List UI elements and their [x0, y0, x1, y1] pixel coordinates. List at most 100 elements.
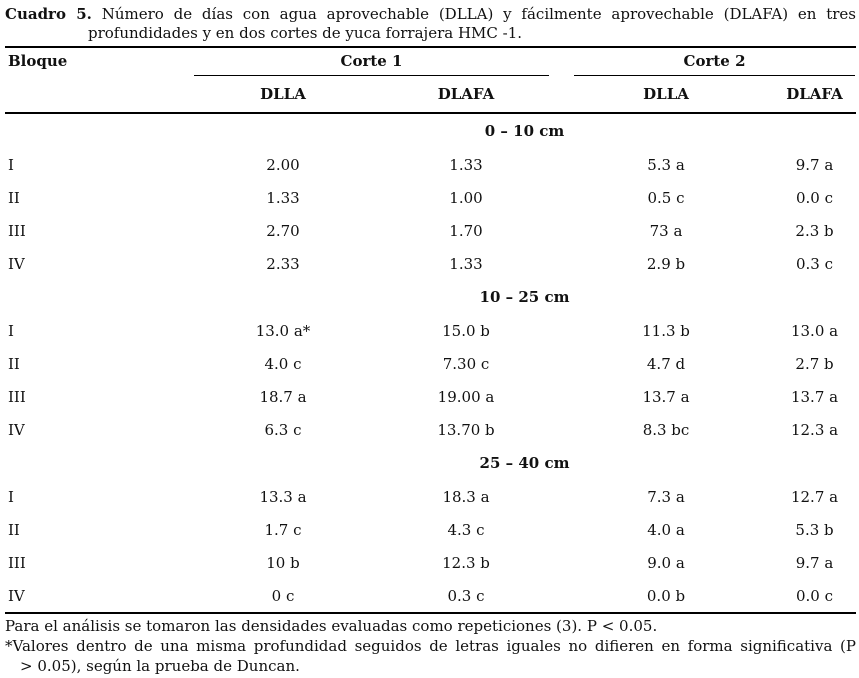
cell-c2-dlla: 73 a: [649, 221, 683, 240]
group-header-row: Bloque Corte 1 Corte 2: [5, 48, 856, 77]
caption-text: Número de días con agua aprovechable (DL…: [101, 5, 856, 23]
subheader-c2-dlafa: DLAFA: [773, 77, 857, 114]
cell-c2-dlafa: 2.3 b: [795, 221, 834, 240]
table-row: III 10 b 12.3 b 9.0 a 9.7 a: [5, 546, 856, 579]
cell-c1-dlla: 10 b: [266, 553, 300, 572]
table-row: III 2.70 1.70 73 a 2.3 b: [5, 214, 856, 247]
cell-c2-dlla: 4.7 d: [646, 354, 686, 373]
cell-c2-dlla: 5.3 a: [647, 155, 685, 174]
subheader-c1-dlafa: DLAFA: [373, 77, 560, 114]
cell-bloque: I: [8, 321, 14, 340]
depth-section-row: 10 – 25 cm: [5, 280, 856, 314]
cell-c2-dlla: 0.0 b: [646, 586, 686, 605]
cell-c2-dlafa: 12.7 a: [790, 487, 839, 506]
cell-c1-dlafa: 18.3 a: [442, 487, 490, 506]
cell-c2-dlafa: 12.3 a: [790, 420, 839, 439]
cell-c2-dlla: 0.5 c: [647, 188, 685, 207]
cell-c2-dlla: 7.3 a: [647, 487, 685, 506]
cell-c1-dlla: 13.3 a: [259, 487, 307, 506]
depth-section-header: 0 – 10 cm: [484, 122, 565, 140]
cell-c2-dlafa: 9.7 a: [795, 155, 834, 174]
caption-line-2: profundidades y en dos cortes de yuca fo…: [88, 24, 523, 42]
footnote-duncan-line-2: > 0.05), según la prueba de Duncan.: [20, 657, 300, 675]
cell-c2-dlla: 11.3 b: [642, 321, 690, 340]
cell-bloque: I: [8, 155, 14, 174]
table-row: II 4.0 c 7.30 c 4.7 d 2.7 b: [5, 347, 856, 380]
corte-1-group-header: Corte 1: [193, 48, 559, 77]
cell-c2-dlafa: 0.3 c: [796, 254, 834, 273]
caption-label: Cuadro 5.: [5, 5, 92, 23]
cell-c2-dlla: 13.7 a: [642, 387, 690, 406]
cell-c1-dlafa: 0.3 c: [447, 586, 485, 605]
cell-c1-dlafa: 1.70: [449, 221, 483, 240]
cell-bloque: IV: [8, 254, 25, 273]
subheader-row: DLLA DLAFA DLLA DLAFA: [5, 77, 857, 114]
cell-bloque: II: [8, 188, 20, 207]
footnote-analysis: Para el análisis se tomaron las densidad…: [5, 617, 658, 635]
cell-c1-dlafa: 1.33: [449, 254, 483, 273]
table-row: I 2.00 1.33 5.3 a 9.7 a: [5, 148, 856, 181]
corte-2-group-header: Corte 2: [559, 48, 856, 77]
cell-bloque: I: [8, 487, 14, 506]
cell-bloque: II: [8, 520, 20, 539]
cell-c1-dlla: 6.3 c: [264, 420, 302, 439]
table-row: IV 2.33 1.33 2.9 b 0.3 c: [5, 247, 856, 280]
cell-c1-dlla: 1.7 c: [264, 520, 302, 539]
table-row: I 13.0 a* 15.0 b 11.3 b 13.0 a: [5, 314, 856, 347]
cell-c2-dlla: 4.0 a: [647, 520, 685, 539]
cell-c2-dlafa: 13.7 a: [790, 387, 839, 406]
cell-c1-dlafa: 19.00 a: [437, 387, 495, 406]
cell-bloque: III: [8, 221, 26, 240]
subheader-c2-dlla: DLLA: [559, 77, 774, 114]
cell-c1-dlafa: 1.00: [449, 188, 483, 207]
section-spacer: [5, 446, 193, 480]
cell-c2-dlafa: 0.0 c: [796, 188, 834, 207]
caption-line-1: Cuadro 5. Número de días con agua aprove…: [5, 5, 856, 24]
table-row: IV 0 c 0.3 c 0.0 b 0.0 c: [5, 579, 856, 612]
cell-c1-dlla: 1.33: [266, 188, 300, 207]
bloque-column-header: Bloque: [8, 52, 68, 70]
section-spacer: [5, 280, 193, 314]
cell-c1-dlla: 2.33: [266, 254, 300, 273]
cell-c1-dlla: 0 c: [271, 586, 295, 605]
section-spacer: [5, 113, 193, 148]
footnote-duncan-line-1: *Valores dentro de una misma profundidad…: [5, 637, 856, 655]
cell-c2-dlafa: 0.0 c: [796, 586, 834, 605]
cell-c1-dlla: 13.0 a*: [255, 321, 311, 340]
cell-c2-dlafa: 13.0 a: [790, 321, 839, 340]
footnotes: Para el análisis se tomaron las densidad…: [5, 612, 856, 676]
table-row: II 1.33 1.00 0.5 c 0.0 c: [5, 181, 856, 214]
cell-c2-dlla: 9.0 a: [647, 553, 685, 572]
cell-c1-dlafa: 15.0 b: [442, 321, 490, 340]
table-row: III 18.7 a 19.00 a 13.7 a 13.7 a: [5, 380, 856, 413]
cell-c2-dlafa: 2.7 b: [795, 354, 834, 373]
cell-bloque: IV: [8, 420, 25, 439]
cell-c1-dlla: 4.0 c: [264, 354, 302, 373]
cell-c1-dlla: 2.00: [266, 155, 300, 174]
cell-bloque: III: [8, 387, 26, 406]
data-table: Bloque Corte 1 Corte 2 DLLA DLAFA DLLA D…: [5, 48, 857, 612]
cell-bloque: IV: [8, 586, 25, 605]
cell-c2-dlla: 8.3 bc: [642, 420, 690, 439]
cell-c1-dlafa: 1.33: [449, 155, 483, 174]
cell-c2-dlafa: 9.7 a: [795, 553, 834, 572]
cell-c1-dlafa: 4.3 c: [447, 520, 485, 539]
cell-c1-dlla: 18.7 a: [259, 387, 307, 406]
cell-c1-dlafa: 7.30 c: [442, 354, 490, 373]
cell-c1-dlla: 2.70: [266, 221, 300, 240]
subheader-c1-dlla: DLLA: [193, 77, 373, 114]
depth-section-header: 25 – 40 cm: [479, 454, 570, 472]
depth-section-row: 0 – 10 cm: [5, 113, 856, 148]
table-row: I 13.3 a 18.3 a 7.3 a 12.7 a: [5, 480, 856, 513]
cell-c1-dlafa: 13.70 b: [437, 420, 495, 439]
table-caption: Cuadro 5. Número de días con agua aprove…: [5, 5, 856, 48]
cell-c2-dlla: 2.9 b: [646, 254, 686, 273]
table-row: II 1.7 c 4.3 c 4.0 a 5.3 b: [5, 513, 856, 546]
depth-section-header: 10 – 25 cm: [479, 288, 570, 306]
cell-bloque: II: [8, 354, 20, 373]
cell-c2-dlafa: 5.3 b: [795, 520, 834, 539]
depth-section-row: 25 – 40 cm: [5, 446, 856, 480]
cell-c1-dlafa: 12.3 b: [442, 553, 490, 572]
cell-bloque: III: [8, 553, 26, 572]
